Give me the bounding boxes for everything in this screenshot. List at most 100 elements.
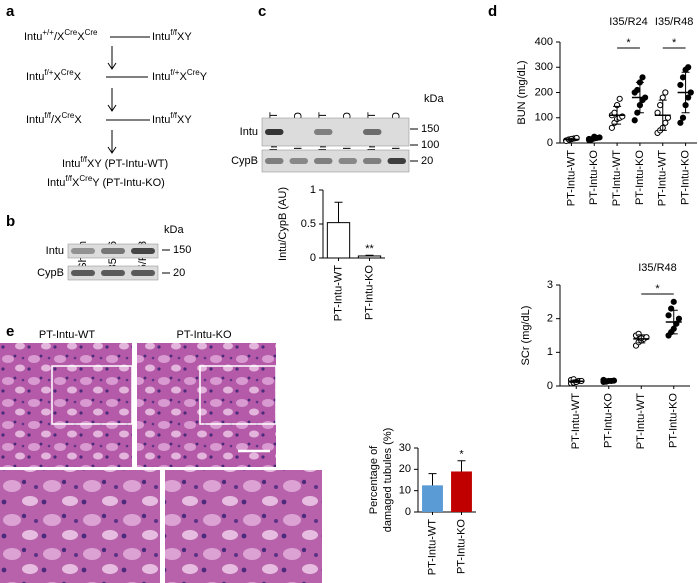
sd-bar [635, 81, 644, 114]
y-axis-label: Percentage of [368, 445, 380, 514]
genotype: Intu+/+/XCreXCre [24, 28, 98, 43]
x-tick-label: PT-Intu-KO [679, 150, 691, 205]
row-label: Intu [240, 126, 258, 138]
genotype: Intuf/+XCreY [152, 68, 208, 83]
x-tick-label: PT-Intu-KO [455, 519, 467, 574]
data-point [665, 312, 672, 319]
y-tick-label: 3 [547, 279, 553, 291]
text-segment: Intu [47, 177, 65, 189]
data-point [616, 95, 623, 102]
blot-band [101, 248, 125, 254]
panel-label: d [488, 3, 497, 20]
text-segment: Intu [152, 31, 170, 43]
data-point [657, 102, 664, 109]
marker-label: 150 [421, 123, 439, 135]
text-segment: Intu [62, 158, 80, 170]
text-segment: X [74, 71, 82, 83]
superscript: Cre [61, 68, 74, 77]
text-segment: XY (PT-Intu-WT) [87, 158, 168, 170]
x-tick-label: PT-Intu-KO [588, 150, 600, 205]
error-bar [334, 201, 343, 223]
superscript: Cre [85, 28, 98, 37]
row-label: CypB [37, 267, 64, 279]
data-point [634, 86, 641, 94]
genotype: Intuf/fXY (PT-Intu-WT) [62, 155, 168, 170]
data-point [631, 117, 638, 124]
marker-label: 20 [173, 267, 185, 279]
histology-image [0, 343, 132, 467]
superscript: Cre [187, 68, 200, 77]
histology-image [137, 343, 276, 467]
data-point [608, 124, 615, 131]
blot-band [265, 158, 284, 164]
text-segment: X [72, 177, 80, 189]
panel-label: b [6, 213, 15, 230]
bar [451, 471, 472, 512]
superscript: f/f [170, 111, 177, 120]
x-tick-label: PT-Intu-WT [635, 393, 647, 450]
significance: ** [365, 243, 374, 255]
superscript: f/f [65, 174, 72, 183]
text-segment: Intu [26, 114, 44, 126]
bar [326, 222, 351, 259]
x-tick-label: PT-Intu-KO [603, 393, 615, 448]
y-tick-label: 0.5 [301, 218, 316, 230]
text-segment: /X [54, 31, 65, 43]
y-tick-label: 100 [535, 112, 553, 124]
superscript: Cre [61, 111, 74, 120]
significance: * [459, 449, 464, 461]
marker-label: 20 [421, 155, 433, 167]
marker-label: 100 [421, 139, 439, 151]
genotype: Intuf/fXY [152, 28, 192, 43]
histology-zoom [165, 470, 322, 583]
data-point [677, 81, 684, 89]
arrow [107, 46, 117, 154]
group-label: I35/R24 [609, 16, 648, 28]
text-segment: /X [51, 114, 62, 126]
blot-band [265, 129, 284, 135]
blot-band [131, 270, 155, 276]
group-label: I35/R48 [638, 262, 677, 274]
y-tick-label: 0 [310, 252, 316, 264]
genotype: Intuf/fXY [152, 111, 192, 126]
y-axis-label: SCr (mg/dL) [520, 306, 532, 366]
histology-images [0, 343, 322, 583]
sd-bar [572, 379, 581, 384]
sd-bar [567, 137, 576, 142]
data-point [685, 64, 692, 71]
data-point [659, 94, 666, 101]
unit-label: kDa [424, 93, 444, 105]
x-tick-label: PT-Intu-WT [426, 519, 438, 576]
superscript: f/+ [170, 68, 179, 77]
significance: * [672, 37, 677, 49]
row-label: CypB [231, 155, 258, 167]
y-axis-label: BUN (mg/dL) [516, 60, 528, 124]
x-tick-label: PT-Intu-WT [565, 150, 577, 207]
data-point [670, 298, 677, 305]
data-point [679, 74, 687, 81]
y-tick-label: 2 [547, 313, 553, 325]
text-segment: X [179, 71, 187, 83]
x-tick-label: PT-Intu-KO [634, 150, 646, 205]
y-tick-label: 1 [547, 346, 553, 358]
y-tick-label: 200 [535, 86, 553, 98]
blot-band [387, 158, 406, 164]
x-tick-label: PT-Intu-WT [657, 150, 669, 207]
text-segment: Intu [152, 71, 170, 83]
marker-label: 150 [173, 244, 191, 256]
blot-band [101, 270, 125, 276]
unit-label: kDa [164, 224, 184, 236]
sd-bar [604, 379, 613, 383]
genotype: Intuf/fXCreY (PT-Intu-KO) [47, 174, 165, 189]
y-tick-label: 0 [405, 506, 411, 518]
y-tick-label: 20 [399, 463, 411, 475]
text-segment: X [53, 71, 61, 83]
x-tick-label: PT-Intu-WT [570, 393, 582, 450]
genotype: Intuf/+XCreX [26, 68, 82, 83]
blot-band [363, 158, 382, 164]
y-tick-label: 10 [399, 485, 411, 497]
sd-bar [613, 105, 622, 125]
text-segment: Intu [26, 71, 44, 83]
image-label: PT-Intu-KO [176, 329, 231, 341]
y-axis-label: damaged tubules (%) [382, 428, 394, 533]
